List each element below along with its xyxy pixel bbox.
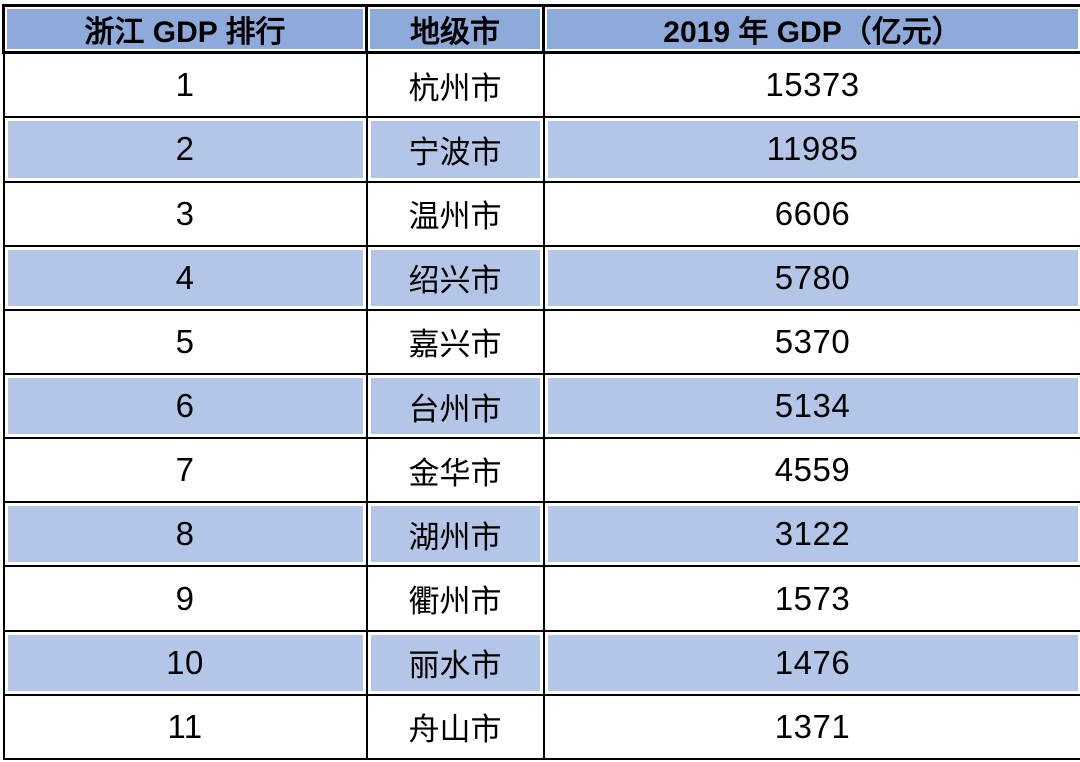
table-row: 11 舟山市 1371 bbox=[2, 693, 1080, 761]
table-row: 6 台州市 5134 bbox=[2, 372, 1080, 440]
city-cell: 绍兴市 bbox=[365, 244, 545, 311]
city-cell: 丽水市 bbox=[365, 629, 545, 696]
rank-cell: 8 bbox=[2, 501, 368, 568]
table-row: 4 绍兴市 5780 bbox=[2, 244, 1080, 311]
city-cell: 舟山市 bbox=[365, 693, 545, 761]
rank-cell: 4 bbox=[2, 244, 368, 311]
rank-cell: 9 bbox=[2, 565, 368, 632]
table-row: 9 衢州市 1573 bbox=[2, 565, 1080, 632]
gdp-cell: 5780 bbox=[542, 244, 1080, 311]
zhejiang-gdp-table: 浙江 GDP 排行 地级市 2019 年 GDP（亿元） 1 杭州市 15373 2 宁… bbox=[2, 4, 1080, 761]
city-cell: 湖州市 bbox=[365, 501, 545, 568]
rank-cell: 3 bbox=[2, 180, 368, 247]
gdp-cell: 11985 bbox=[542, 116, 1080, 183]
gdp-cell: 1573 bbox=[542, 565, 1080, 632]
rank-cell: 6 bbox=[2, 372, 368, 440]
table-row: 1 杭州市 15373 bbox=[2, 51, 1080, 119]
gdp-cell: 4559 bbox=[542, 437, 1080, 504]
rank-cell: 2 bbox=[2, 116, 368, 183]
gdp-cell: 5370 bbox=[542, 308, 1080, 375]
table-header: 浙江 GDP 排行 地级市 2019 年 GDP（亿元） bbox=[2, 4, 1080, 54]
table-row: 8 湖州市 3122 bbox=[2, 501, 1080, 568]
rank-cell: 1 bbox=[2, 51, 368, 119]
header-city: 地级市 bbox=[365, 4, 545, 54]
header-gdp: 2019 年 GDP（亿元） bbox=[542, 4, 1080, 54]
gdp-cell: 6606 bbox=[542, 180, 1080, 247]
city-cell: 台州市 bbox=[365, 372, 545, 440]
city-cell: 温州市 bbox=[365, 180, 545, 247]
city-cell: 金华市 bbox=[365, 437, 545, 504]
gdp-cell: 1371 bbox=[542, 693, 1080, 761]
table-row: 3 温州市 6606 bbox=[2, 180, 1080, 247]
city-cell: 宁波市 bbox=[365, 116, 545, 183]
rank-cell: 11 bbox=[2, 693, 368, 761]
table-row: 5 嘉兴市 5370 bbox=[2, 308, 1080, 375]
table-row: 2 宁波市 11985 bbox=[2, 116, 1080, 183]
header-row: 浙江 GDP 排行 地级市 2019 年 GDP（亿元） bbox=[2, 4, 1080, 54]
rank-cell: 10 bbox=[2, 629, 368, 696]
city-cell: 衢州市 bbox=[365, 565, 545, 632]
rank-cell: 5 bbox=[2, 308, 368, 375]
table-body: 1 杭州市 15373 2 宁波市 11985 3 温州市 6606 4 绍兴市 5780 5 嘉兴市 53… bbox=[2, 51, 1080, 761]
gdp-cell: 3122 bbox=[542, 501, 1080, 568]
gdp-cell: 1476 bbox=[542, 629, 1080, 696]
gdp-cell: 5134 bbox=[542, 372, 1080, 440]
gdp-cell: 15373 bbox=[542, 51, 1080, 119]
city-cell: 杭州市 bbox=[365, 51, 545, 119]
rank-cell: 7 bbox=[2, 437, 368, 504]
table-row: 10 丽水市 1476 bbox=[2, 629, 1080, 696]
header-rank: 浙江 GDP 排行 bbox=[2, 4, 368, 54]
city-cell: 嘉兴市 bbox=[365, 308, 545, 375]
table-row: 7 金华市 4559 bbox=[2, 437, 1080, 504]
